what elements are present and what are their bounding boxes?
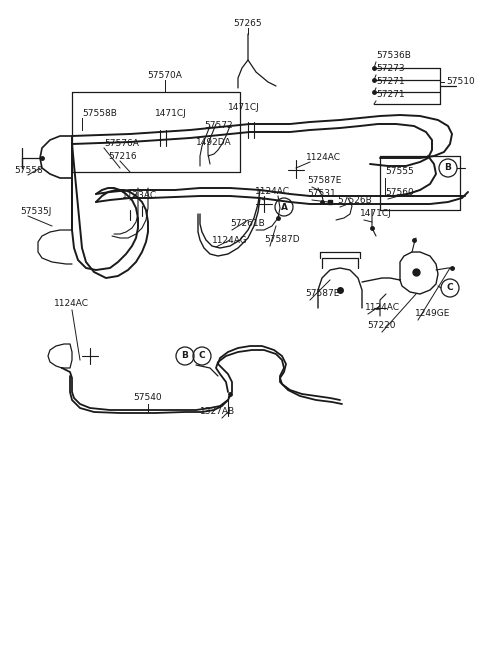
Text: 57587D: 57587D [264, 235, 300, 244]
Text: 57531: 57531 [307, 189, 336, 198]
Text: A: A [280, 202, 288, 212]
Text: 57570A: 57570A [147, 71, 182, 80]
Text: C: C [199, 351, 205, 361]
Text: 1124AC: 1124AC [255, 187, 290, 196]
Text: 57555: 57555 [385, 167, 414, 176]
Text: 57265: 57265 [234, 19, 262, 28]
Text: 57558: 57558 [14, 166, 43, 175]
Text: 1471CJ: 1471CJ [360, 209, 392, 218]
Text: 57271: 57271 [376, 90, 405, 99]
Text: 57510: 57510 [446, 78, 475, 87]
Text: 57273: 57273 [376, 64, 405, 73]
Text: 57572: 57572 [204, 121, 233, 130]
Text: 57587E: 57587E [305, 289, 339, 298]
Text: 57261B: 57261B [230, 219, 265, 228]
Text: 57540: 57540 [134, 393, 162, 402]
Text: 1471CJ: 1471CJ [228, 103, 260, 112]
Text: 1124AC: 1124AC [365, 303, 400, 312]
Text: 1492DA: 1492DA [196, 138, 232, 147]
Text: 1471CJ: 1471CJ [155, 109, 187, 118]
Text: 57536B: 57536B [376, 51, 411, 60]
Text: 57220: 57220 [368, 321, 396, 330]
Text: 57560: 57560 [385, 188, 414, 197]
Text: 57271: 57271 [376, 77, 405, 86]
Text: 57216: 57216 [108, 152, 137, 161]
Text: B: B [444, 164, 451, 173]
Text: 57526B: 57526B [337, 196, 372, 205]
Text: 57535J: 57535J [20, 207, 51, 216]
Text: 1124AC: 1124AC [306, 153, 341, 162]
Text: 1124AC: 1124AC [54, 299, 89, 308]
Text: C: C [447, 284, 453, 292]
Text: 57558B: 57558B [82, 109, 117, 118]
Text: 57587E: 57587E [307, 176, 341, 185]
Text: 1249GE: 1249GE [415, 309, 450, 318]
Text: 1124AG: 1124AG [212, 236, 248, 245]
Text: B: B [181, 351, 189, 361]
Text: 57576A: 57576A [104, 139, 139, 148]
Text: 1123AC: 1123AC [122, 191, 157, 200]
Text: 1327AB: 1327AB [201, 407, 236, 416]
